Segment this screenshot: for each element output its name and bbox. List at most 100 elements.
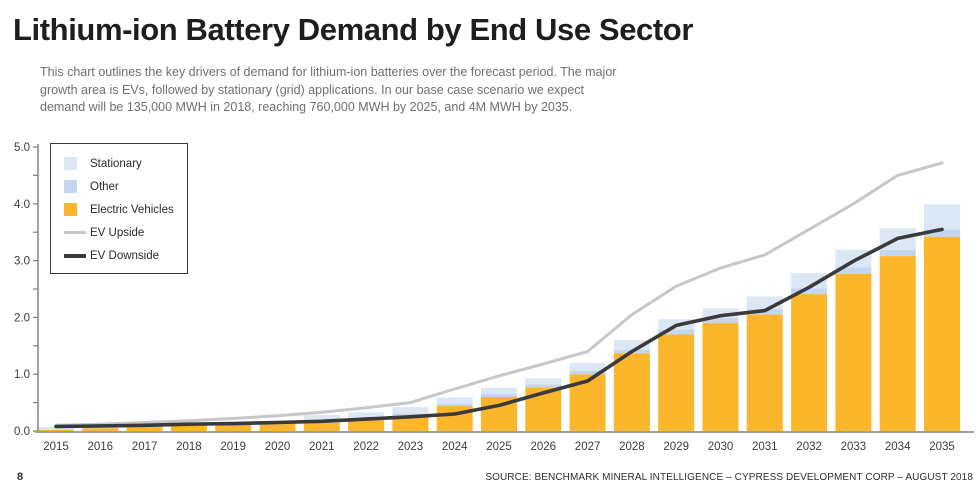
bar-segment-2021-stationary	[303, 415, 340, 421]
x-tick-label: 2030	[708, 441, 734, 453]
bar-segment-2023-electric-vehicles	[392, 415, 429, 431]
bar-segment-2021-electric-vehicles	[303, 423, 340, 431]
bar-segment-2026-stationary	[525, 378, 562, 385]
bar-segment-2032-other	[791, 288, 828, 295]
legend-label-ev-upside: EV Upside	[90, 226, 145, 239]
bar-segment-2032-stationary	[791, 273, 828, 289]
bar-segment-2033-electric-vehicles	[835, 273, 872, 431]
bar-2031	[746, 296, 783, 431]
bar-2030	[702, 308, 739, 431]
x-tick-label: 2031	[752, 441, 778, 453]
y-tick-label: 3.0	[14, 256, 30, 268]
ev-upside-line	[54, 161, 944, 427]
bar-segment-2035-stationary	[924, 204, 960, 230]
bar-segment-2016-other	[82, 427, 119, 429]
bar-segment-2028-stationary	[613, 340, 650, 350]
bar-segment-2019-electric-vehicles	[215, 424, 252, 431]
page-number: 8	[17, 471, 24, 483]
x-tick-label: 2028	[619, 441, 645, 453]
bar-segment-2022-electric-vehicles	[348, 420, 385, 431]
legend-item-ev-downside: EV Downside	[64, 244, 187, 267]
y-tick-label: 5.0	[14, 142, 30, 154]
ev-downside-line	[54, 227, 944, 429]
bar-segment-2023-stationary	[392, 407, 429, 414]
y-tick-label: 1.0	[14, 369, 30, 381]
x-tick-label: 2026	[531, 441, 557, 453]
legend-item-stationary: Stationary	[64, 152, 187, 175]
bar-2028	[613, 340, 650, 431]
source-attribution: SOURCE: BENCHMARK MINERAL INTELLIGENCE –…	[485, 472, 973, 483]
y-tick-label: 4.0	[14, 199, 30, 211]
bar-2033	[835, 249, 872, 431]
bar-2023	[392, 407, 429, 431]
bar-segment-2030-stationary	[702, 308, 739, 318]
ev-upside-line-icon	[64, 231, 86, 234]
chart-legend: Stationary Other Electric Vehicles EV Up…	[50, 143, 188, 274]
legend-label-stationary: Stationary	[90, 157, 142, 170]
x-tick-label: 2016	[88, 441, 114, 453]
bar-segment-2023-other	[392, 413, 429, 416]
bar-2035	[924, 204, 960, 431]
bar-segment-2032-electric-vehicles	[791, 294, 828, 431]
bar-segment-2027-stationary	[569, 362, 606, 371]
bar-segment-2017-electric-vehicles	[126, 427, 163, 431]
x-tick-label: 2033	[841, 441, 867, 453]
bar-segment-2018-electric-vehicles	[170, 425, 207, 431]
bar-segment-2034-other	[879, 249, 916, 256]
legend-label-other: Other	[90, 180, 119, 193]
x-tick-label: 2017	[132, 441, 158, 453]
ev-downside-line-icon	[64, 253, 86, 258]
axes-layer: 0.0 1.0 2.0 3.0 4.0 5.0 2015 2016 2017 2018 2019 20…	[14, 142, 974, 453]
description-line-2: growth area is EVs, followed by stationa…	[40, 82, 585, 97]
electric-vehicles-swatch-icon	[64, 203, 77, 216]
y-tick-label: 0.0	[14, 426, 30, 438]
page-title: Lithium-ion Battery Demand by End Use Se…	[13, 12, 694, 47]
bar-segment-2015-other	[38, 429, 74, 430]
bar-segment-2025-other	[481, 394, 517, 397]
x-tick-label: 2035	[929, 441, 955, 453]
x-tick-label: 2021	[309, 441, 335, 453]
stationary-swatch-icon	[64, 157, 77, 170]
legend-item-other: Other	[64, 175, 187, 198]
x-tick-label: 2019	[220, 441, 246, 453]
bar-segment-2029-electric-vehicles	[658, 334, 695, 431]
bar-segment-2031-electric-vehicles	[746, 314, 783, 431]
x-tick-label: 2029	[663, 441, 689, 453]
y-tick-label: 2.0	[14, 312, 30, 324]
description-line-3: demand will be 135,000 MWH in 2018, reac…	[40, 100, 573, 114]
bar-segment-2028-electric-vehicles	[613, 353, 650, 431]
legend-item-ev-upside: EV Upside	[64, 221, 187, 244]
x-tick-label: 2022	[353, 441, 379, 453]
legend-item-electric-vehicles: Electric Vehicles	[64, 198, 187, 221]
x-tick-label: 2024	[442, 441, 468, 453]
x-tick-label: 2032	[796, 441, 822, 453]
bar-segment-2025-stationary	[481, 387, 517, 394]
x-tick-label: 2034	[885, 441, 911, 453]
bar-segment-2035-other	[924, 229, 960, 237]
bar-segment-2026-other	[525, 384, 562, 388]
bar-segment-2030-other	[702, 318, 739, 324]
x-tick-label: 2015	[43, 441, 69, 453]
bar-segment-2030-electric-vehicles	[702, 323, 739, 431]
bar-segment-2034-electric-vehicles	[879, 256, 916, 431]
bar-segment-2033-other	[835, 267, 872, 274]
bar-2022	[348, 412, 385, 431]
demand-chart: 0.0 1.0 2.0 3.0 4.0 5.0 2015 2016 2017 2018 2019 20…	[14, 142, 974, 453]
bar-2034	[879, 228, 916, 431]
description-line-1: This chart outlines the key drivers of d…	[40, 65, 617, 79]
bar-segment-2027-other	[569, 370, 606, 375]
bar-segment-2029-other	[658, 329, 695, 335]
bar-segment-2020-electric-vehicles	[259, 423, 296, 431]
bar-segment-2024-stationary	[436, 397, 473, 404]
chart-area: 0.0 1.0 2.0 3.0 4.0 5.0 2015 2016 2017 2018 2019 20…	[0, 135, 980, 465]
bar-2032	[791, 273, 828, 431]
x-tick-label: 2020	[265, 441, 291, 453]
legend-label-electric-vehicles: Electric Vehicles	[90, 203, 174, 216]
x-tick-label: 2027	[575, 441, 601, 453]
other-swatch-icon	[64, 180, 77, 193]
bar-2026	[525, 378, 562, 431]
x-tick-label: 2018	[176, 441, 202, 453]
legend-label-ev-downside: EV Downside	[90, 249, 160, 262]
bar-segment-2024-other	[436, 403, 473, 406]
